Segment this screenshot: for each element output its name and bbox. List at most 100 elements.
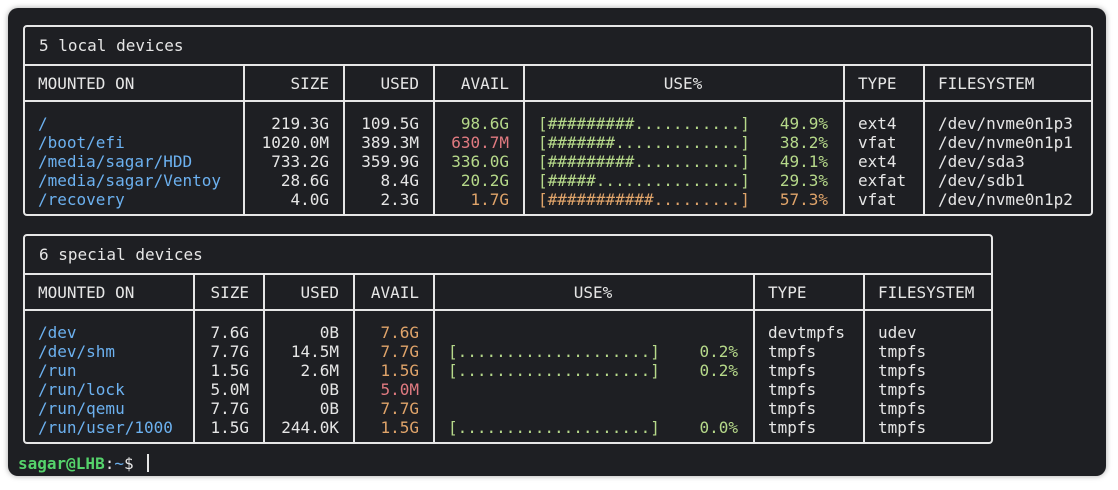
used-value: 0B (319, 323, 339, 342)
avail-value: 98.6G (460, 114, 509, 133)
header-filesystem: FILESYSTEM (878, 283, 975, 302)
prompt-symbol: $ (123, 454, 144, 473)
size-value: 7.6G (210, 323, 249, 342)
column-divider (523, 64, 525, 214)
column-divider (243, 64, 245, 214)
filesystem-name: /dev/nvme0n1p1 (938, 133, 1073, 152)
header-size: SIZE (290, 74, 329, 93)
fs-type: tmpfs (768, 380, 817, 399)
header-used: USED (300, 283, 339, 302)
size-value: 1.5G (210, 418, 249, 437)
used-value: 14.5M (290, 342, 339, 361)
header-bottom-divider (25, 309, 991, 311)
avail-value: 630.7M (451, 133, 509, 152)
fs-type: vfat (858, 133, 897, 152)
filesystem-name: tmpfs (878, 399, 927, 418)
local-devices-panel: 5 local devices MOUNTED ON SIZE USED AVA… (23, 25, 1093, 216)
header-bottom-divider (25, 100, 1091, 102)
used-value: 389.3M (361, 133, 419, 152)
used-value: 0B (319, 399, 339, 418)
fs-type: tmpfs (768, 399, 817, 418)
special-devices-title: 6 special devices (39, 245, 203, 264)
filesystem-name: tmpfs (878, 380, 927, 399)
prompt-separator: : (104, 454, 115, 473)
mount-point: /run/qemu (38, 399, 125, 418)
filesystem-name: /dev/nvme0n1p3 (938, 114, 1073, 133)
fs-type: tmpfs (768, 361, 817, 380)
filesystem-name: /dev/sdb1 (938, 171, 1025, 190)
avail-value: 7.6G (380, 323, 419, 342)
avail-value: 1.7G (470, 190, 509, 209)
size-value: 7.7G (210, 342, 249, 361)
shell-prompt[interactable]: sagar@LHB:~$ (18, 454, 150, 474)
column-divider (353, 273, 355, 442)
column-divider (843, 64, 845, 214)
header-avail: AVAIL (460, 74, 509, 93)
use-percent-value: 0.2% (699, 342, 738, 361)
size-value: 5.0M (210, 380, 249, 399)
filesystem-name: tmpfs (878, 342, 927, 361)
column-divider (433, 64, 435, 214)
size-value: 219.3G (271, 114, 329, 133)
used-value: 109.5G (361, 114, 419, 133)
use-percent-value: 29.3% (779, 171, 828, 190)
header-avail: AVAIL (370, 283, 419, 302)
avail-value: 336.0G (451, 152, 509, 171)
terminal-window[interactable]: 5 local devices MOUNTED ON SIZE USED AVA… (8, 8, 1106, 476)
header-type: TYPE (768, 283, 807, 302)
mount-point: /recovery (38, 190, 125, 209)
filesystem-name: /dev/sda3 (938, 152, 1025, 171)
size-value: 7.7G (210, 399, 249, 418)
used-value: 2.3G (380, 190, 419, 209)
text-cursor (147, 454, 150, 472)
mount-point: /run (38, 361, 77, 380)
column-divider (343, 64, 345, 214)
used-value: 0B (319, 380, 339, 399)
size-value: 28.6G (280, 171, 329, 190)
header-type: TYPE (858, 74, 897, 93)
header-use-percent: USE% (573, 283, 613, 302)
prompt-user-host: sagar@LHB (18, 454, 105, 473)
used-value: 359.9G (361, 152, 419, 171)
usage-bar: [#######.............] (538, 133, 750, 152)
mount-point: /media/sagar/HDD (38, 152, 193, 171)
column-divider (263, 273, 265, 442)
fs-type: ext4 (858, 114, 897, 133)
filesystem-name: /dev/nvme0n1p2 (938, 190, 1073, 209)
header-top-divider (25, 64, 1091, 66)
special-devices-panel: 6 special devices MOUNTED ON SIZE USED A… (23, 234, 993, 444)
column-divider (923, 64, 925, 214)
mount-point: /run/user/1000 (38, 418, 173, 437)
filesystem-name: udev (878, 323, 917, 342)
size-value: 1.5G (210, 361, 249, 380)
header-top-divider (25, 273, 991, 275)
fs-type: tmpfs (768, 418, 817, 437)
avail-value: 7.7G (380, 399, 419, 418)
mount-point: /dev/shm (38, 342, 116, 361)
column-divider (753, 273, 755, 442)
column-divider (193, 273, 195, 442)
mount-point: /dev (38, 323, 77, 342)
header-used: USED (380, 74, 419, 93)
usage-bar: [#####...............] (538, 171, 750, 190)
used-value: 8.4G (380, 171, 419, 190)
size-value: 1020.0M (261, 133, 329, 152)
mount-point: /run/lock (38, 380, 125, 399)
fs-type: ext4 (858, 152, 897, 171)
filesystem-name: tmpfs (878, 418, 927, 437)
fs-type: tmpfs (768, 342, 817, 361)
prompt-path: ~ (114, 454, 124, 473)
size-value: 4.0G (290, 190, 329, 209)
header-mounted-on: MOUNTED ON (38, 283, 135, 302)
usage-bar: [###########.........] (538, 190, 750, 209)
usage-bar: [....................] (448, 418, 660, 437)
used-value: 244.0K (281, 418, 339, 437)
header-use-percent: USE% (663, 74, 703, 93)
size-value: 733.2G (271, 152, 329, 171)
used-value: 2.6M (300, 361, 339, 380)
avail-value: 1.5G (380, 361, 419, 380)
use-percent-value: 38.2% (779, 133, 828, 152)
column-divider (433, 273, 435, 442)
fs-type: exfat (858, 171, 907, 190)
usage-bar: [....................] (448, 342, 660, 361)
